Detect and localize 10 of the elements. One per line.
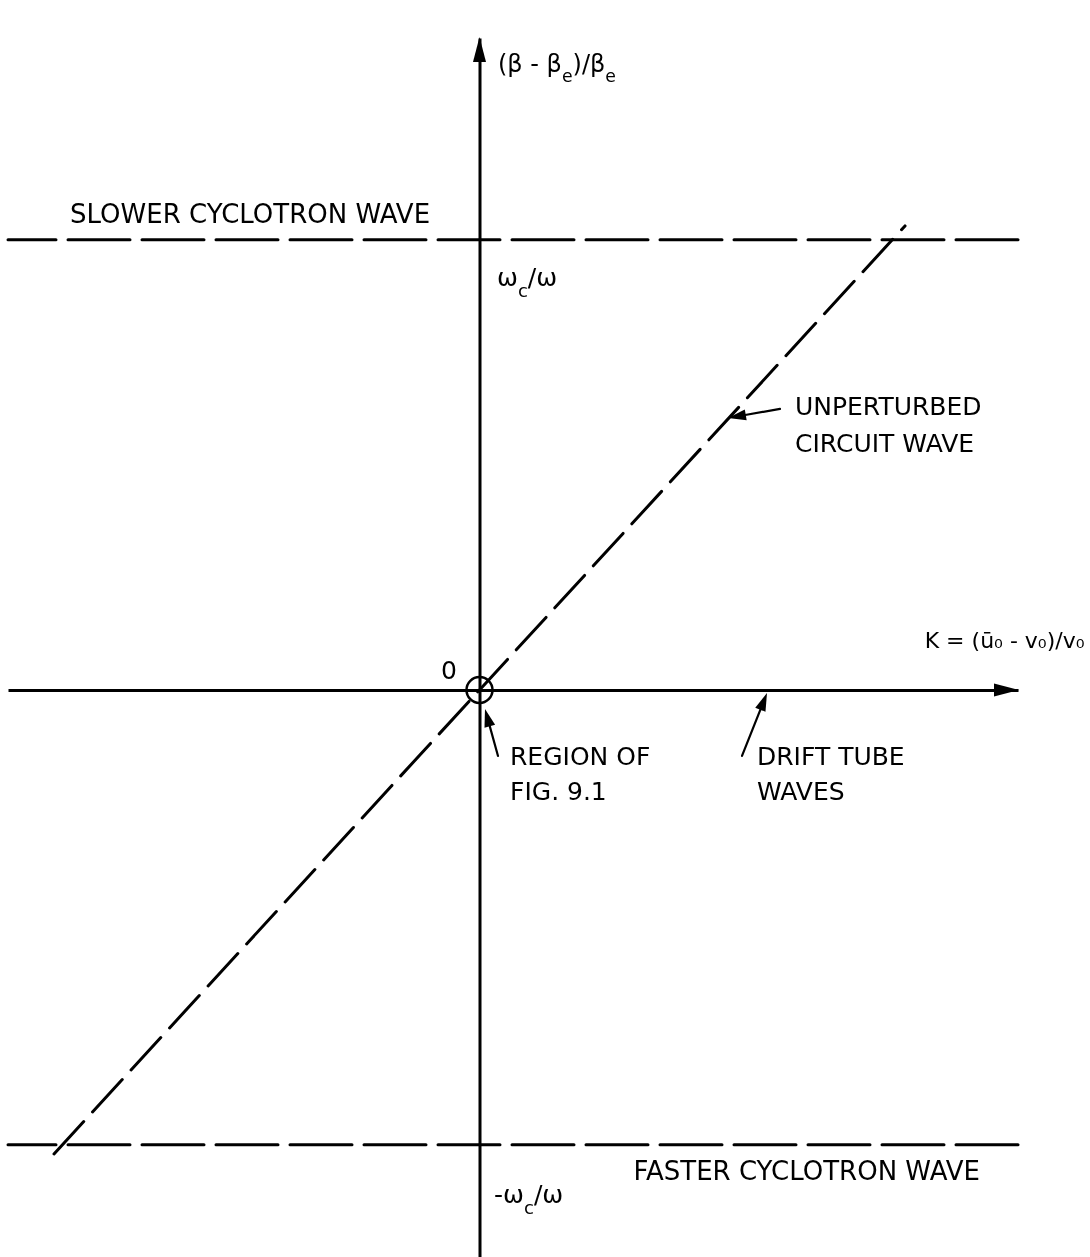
ref-line-label: SLOWER CYCLOTRON WAVE — [70, 198, 431, 229]
ref-line-label: FASTER CYCLOTRON WAVE — [633, 1155, 980, 1186]
annotation: UNPERTURBED CIRCUIT WAVE — [795, 391, 982, 458]
x-axis-title: K = (ū₀ - v₀)/v₀ — [924, 628, 1085, 654]
text: (β - β$_{e}$)/β$_{e}$ — [498, 49, 616, 86]
annotation: DRIFT TUBE WAVES — [757, 741, 905, 806]
annotation: REGION OF FIG. 9.1 — [510, 741, 651, 806]
annotation: ω$_{c}$/ω — [497, 262, 558, 301]
annotation: -ω$_{c}$/ω — [494, 1179, 564, 1218]
annotation: 0 — [441, 655, 457, 685]
